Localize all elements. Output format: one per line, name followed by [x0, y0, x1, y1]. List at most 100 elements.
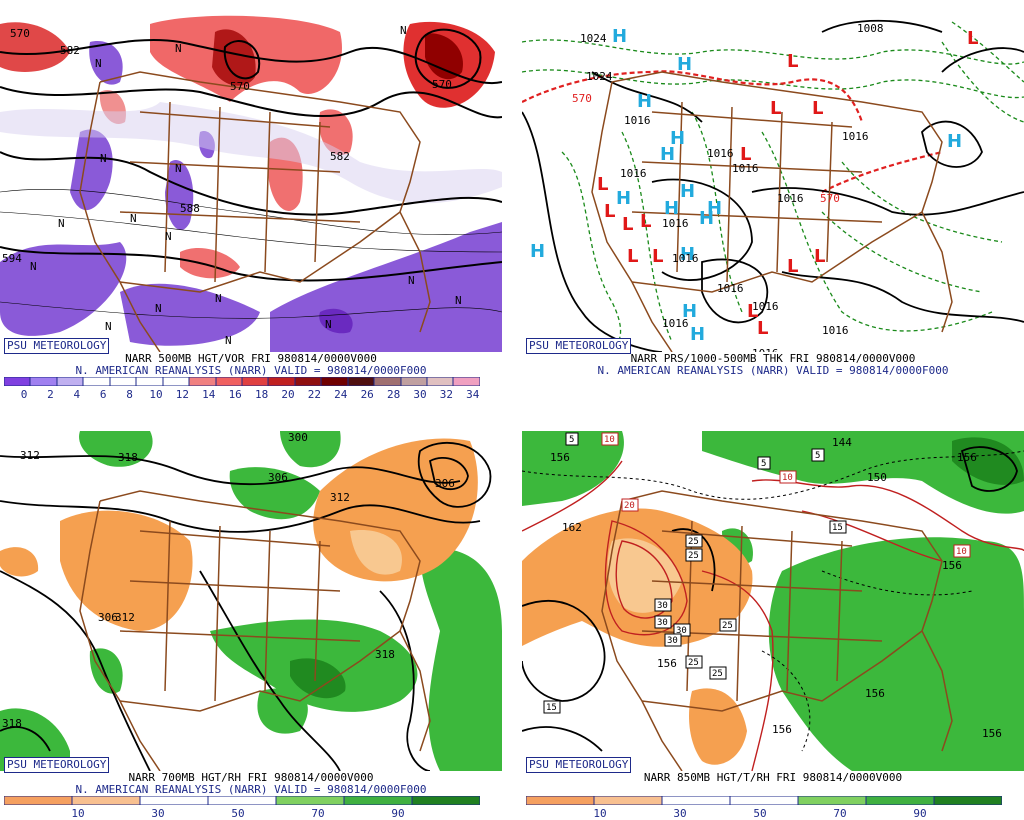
vort-center-label: N — [455, 294, 462, 307]
thickness-label: 570 — [572, 92, 592, 105]
svg-text:15: 15 — [546, 703, 557, 713]
low-pressure-symbol: L — [787, 51, 798, 72]
thickness-label: 570 — [820, 192, 840, 205]
isobar-label: 1016 — [662, 317, 689, 330]
high-pressure-symbol: H — [707, 198, 722, 219]
vort-center-label: N — [175, 42, 182, 55]
vort-center-label: N — [58, 217, 65, 230]
panel-subtitle: N. AMERICAN REANALYSIS (NARR) VALID = 98… — [597, 364, 949, 377]
colorbar-tick-label: 0 — [20, 388, 28, 401]
colorbar-tick-label: 32 — [439, 388, 454, 401]
colorbar-tick-label: 34 — [466, 388, 480, 401]
high-pressure-symbol: H — [664, 198, 679, 219]
contour-label: 312 — [115, 611, 135, 624]
svg-text:20: 20 — [624, 501, 635, 511]
colorbar-tick-label: 10 — [593, 807, 607, 820]
isobar-label: 1024 — [586, 70, 613, 83]
high-pressure-symbol: H — [530, 241, 545, 262]
isobar-label: 1016 — [732, 162, 759, 175]
temp-label: 5 — [811, 448, 825, 462]
contour-label: 306 — [268, 471, 288, 484]
isobar-label: 1016 — [707, 147, 734, 160]
psu-meteorology-badge: PSU METEOROLOGY — [4, 757, 110, 773]
isobar-label: 1016 — [822, 324, 849, 337]
svg-text:5: 5 — [761, 459, 766, 469]
isobar-label: 1016 — [662, 217, 689, 230]
colorbar-segment — [83, 377, 110, 386]
isobar-label: 1016 — [842, 130, 869, 143]
psu-meteorology-badge: PSU METEOROLOGY — [526, 338, 632, 354]
contour-label: 156 — [982, 727, 1002, 740]
contour-label: 318 — [375, 648, 395, 661]
contour-label: 318 — [118, 451, 138, 464]
colorbar-segment — [594, 796, 662, 805]
isobar-label: 1016 — [672, 252, 699, 265]
vort-center-label: N — [325, 318, 332, 331]
low-pressure-symbol: L — [814, 246, 825, 267]
vort-center-label: N — [400, 24, 407, 37]
colorbar-segment — [526, 796, 594, 805]
colorbar-ticks: 10 30 50 70 90 — [4, 807, 494, 820]
colorbar-tick-label: 10 — [149, 388, 163, 401]
colorbar-segment — [72, 796, 140, 805]
map-850mb: 5 5 5 15 15 25 25 25 25 25 30 30 30 30 1… — [522, 431, 1024, 771]
colorbar-ticks: 10 30 50 70 90 — [526, 807, 1016, 820]
svg-text:5: 5 — [815, 451, 820, 461]
contour-label: 594 — [2, 252, 22, 265]
vort-center-label: N — [165, 230, 172, 243]
colorbar-tick-label: 8 — [126, 388, 133, 401]
low-pressure-symbol: L — [622, 214, 633, 235]
colorbar-ticks: 0 2 4 6 8 10 12 14 16 18 20 22 24 26 28 30 32 34 — [4, 388, 494, 401]
temp-label: 25 — [685, 534, 703, 548]
colorbar-tick-label: 30 — [151, 807, 165, 820]
colorbar-segment — [400, 377, 427, 386]
contour-label: 570 — [230, 80, 250, 93]
svg-text:25: 25 — [688, 551, 699, 561]
vort-center-label: N — [130, 212, 137, 225]
vort-center-label: N — [155, 302, 162, 315]
panel-title: NARR 500MB HGT/VOR FRI 980814/0000V000 — [125, 352, 377, 365]
low-pressure-symbol: L — [757, 318, 768, 339]
low-pressure-symbol: L — [787, 256, 798, 277]
contour-label: 570 — [432, 78, 452, 91]
svg-text:15: 15 — [832, 523, 843, 533]
colorbar-segment — [321, 377, 348, 386]
temp-label: 30 — [654, 598, 672, 612]
vort-center-label: N — [30, 260, 37, 273]
colorbar-tick-label: 16 — [228, 388, 242, 401]
temp-label: 30 — [654, 615, 672, 629]
map-850mb-svg: 5 5 5 15 15 25 25 25 25 25 30 30 30 30 1… — [522, 431, 1024, 771]
colorbar-tick-label: 6 — [99, 388, 107, 401]
temp-label: 10 — [953, 544, 971, 558]
low-pressure-symbol: L — [812, 98, 823, 119]
isobar-label: 1016 — [624, 114, 651, 127]
colorbar-segment — [412, 796, 480, 805]
contour-label: 306 — [98, 611, 118, 624]
high-pressure-symbol: H — [616, 188, 631, 209]
colorbar-segment — [189, 377, 216, 386]
colorbar-segment — [215, 377, 242, 386]
contour-label: 306 — [435, 477, 455, 490]
panel-700mb-rh: 306 312 318 300 306 312 306 312 318 318 … — [0, 419, 502, 820]
panel-title: NARR 700MB HGT/RH FRI 980814/0000V000 — [128, 771, 374, 784]
panel-subtitle: N. AMERICAN REANALYSIS (NARR) VALID = 98… — [75, 364, 427, 377]
svg-text:10: 10 — [604, 435, 615, 445]
contour-label: 156 — [865, 687, 885, 700]
vort-center-label: N — [105, 320, 112, 333]
colorbar-segment — [162, 377, 190, 386]
isobar-label: 1016 — [752, 300, 779, 313]
colorbar-segment — [934, 796, 1002, 805]
colorbar-tick-label: 14 — [202, 388, 216, 401]
vort-center-label: N — [100, 152, 107, 165]
colorbar-tick-label: 50 — [231, 807, 245, 820]
contour-label: 300 — [288, 431, 308, 444]
contour-label: 312 — [20, 449, 40, 462]
temp-label: 20 — [621, 498, 639, 512]
colorbar-tick-label: 70 — [833, 807, 847, 820]
map-mslp: H H H H H H H H H H H H H H H L L L L — [522, 12, 1024, 352]
colorbar-segment — [453, 377, 480, 386]
panel-850mb-temp-rh: 5 5 5 15 15 25 25 25 25 25 30 30 30 30 1… — [522, 419, 1024, 820]
contour-label: 156 — [550, 451, 570, 464]
contour-label: 156 — [772, 723, 792, 736]
vort-center-label: N — [175, 162, 182, 175]
